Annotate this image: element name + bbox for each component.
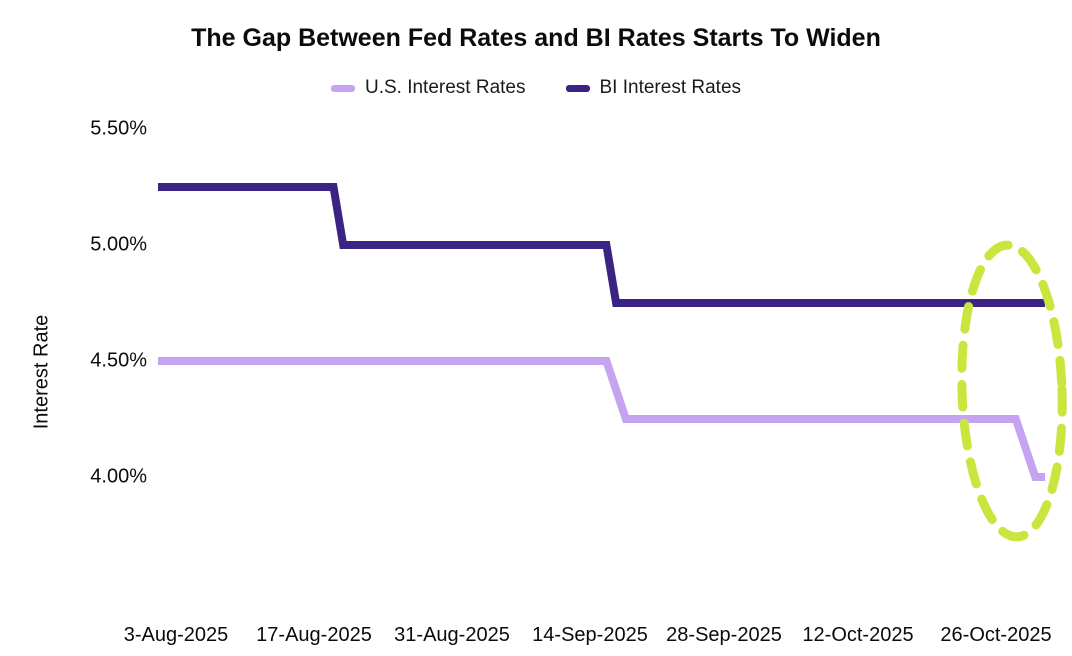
legend-label-bi: BI Interest Rates — [599, 77, 742, 98]
highlight-ellipse — [957, 240, 1067, 542]
bi-interest-rates-line — [158, 183, 1045, 307]
x-tick-label: 12-Oct-2025 — [802, 624, 914, 646]
y-tick-label-550: 5.50% — [90, 117, 147, 140]
legend-item-bi: BI Interest Rates — [565, 77, 742, 99]
legend-swatch-bi — [565, 84, 590, 92]
chart-title: The Gap Between Fed Rates and BI Rates S… — [191, 24, 881, 52]
legend-swatch-us — [330, 84, 355, 92]
y-tick-label-400: 4.00% — [90, 465, 147, 488]
legend-label-us: U.S. Interest Rates — [364, 77, 526, 98]
us-interest-rates-line — [158, 357, 1045, 481]
x-tick-label: 26-Oct-2025 — [940, 624, 1052, 646]
x-tick-label: 3-Aug-2025 — [123, 624, 229, 646]
x-tick-label: 31-Aug-2025 — [394, 624, 510, 646]
x-tick-label: 14-Sep-2025 — [532, 624, 648, 646]
legend-item-us: U.S. Interest Rates — [330, 77, 526, 99]
x-tick-label: 28-Sep-2025 — [666, 624, 782, 646]
x-tick-label: 17-Aug-2025 — [256, 624, 372, 646]
y-tick-label-450: 4.50% — [90, 349, 147, 372]
legend: U.S. Interest Rates BI Interest Rates — [0, 77, 1072, 99]
y-tick-label-500: 5.00% — [90, 233, 147, 256]
